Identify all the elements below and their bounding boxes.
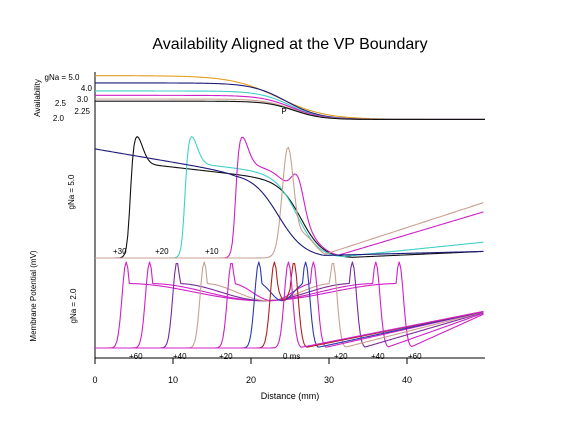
upper-potential-curve-1	[95, 136, 484, 259]
x-ticks: 0 10 20 30 40	[92, 358, 412, 385]
upper-time-labels: +30 +20 +10	[113, 247, 219, 256]
x-axis-label: Distance (mm)	[261, 391, 320, 401]
upper-potential-curve-3	[95, 146, 484, 259]
gna-label-5: gNa = 5.0	[45, 73, 80, 82]
upper-potential-curve-4	[94, 148, 484, 256]
availability-curve-5	[95, 100, 485, 120]
lower-potential-curve-1	[95, 261, 484, 349]
lower-potential-curve-4	[95, 261, 484, 349]
chart-title: Availability Aligned at the VP Boundary	[152, 36, 427, 53]
lower-time-60-right: +60	[408, 352, 422, 361]
x-tick-label-1: 10	[168, 375, 178, 385]
lower-time-20-right: +20	[334, 352, 348, 361]
gna-labels: gNa = 5.0 4.0 3.0 2.5 2.25 2.0	[45, 73, 93, 123]
time-label-10: +10	[205, 247, 219, 256]
x-tick-label-2: 20	[246, 375, 256, 385]
gna-label-4: 4.0	[81, 84, 93, 93]
lower-time-40-left: +40	[173, 352, 187, 361]
lower-gna-label: gNa = 2.0	[69, 288, 78, 323]
lower-potential-curve-6	[95, 261, 484, 349]
point-label: P	[281, 107, 286, 116]
x-tick-label-4: 40	[402, 375, 412, 385]
gna-label-3: 3.0	[77, 95, 89, 104]
lower-time-60-left: +60	[129, 352, 143, 361]
gna-label-2-5: 2.5	[55, 99, 67, 108]
lower-time-40-right: +40	[371, 352, 385, 361]
gna-label-2-0: 2.0	[53, 114, 65, 123]
time-label-20: +20	[155, 247, 169, 256]
x-tick-label-3: 30	[324, 375, 334, 385]
lower-time-labels: +60 +40 +20 0 ms +20 +40 +60	[129, 352, 422, 361]
x-tick-label-0: 0	[92, 375, 97, 385]
upper-potential-curve-2	[95, 136, 484, 259]
lower-potential-curve-2	[95, 261, 484, 349]
lower-potential-curve-5	[95, 261, 484, 349]
lower-time-20-left: +20	[219, 352, 233, 361]
lower-potential-curve-3	[95, 261, 484, 349]
upper-gna-label: gNa = 5.0	[67, 174, 76, 209]
availability-ylabel: Availability	[33, 79, 42, 117]
gna-label-2-25: 2.25	[74, 107, 90, 116]
curves	[94, 75, 485, 349]
membrane-ylabel: Membrane Potential (mV)	[29, 250, 38, 341]
lower-time-0: 0 ms	[283, 352, 300, 361]
time-label-30: +30	[113, 247, 127, 256]
lower-potential-curve-0	[95, 261, 484, 349]
availability-curve-0	[95, 75, 485, 120]
upper-potential-curve-0	[95, 136, 484, 259]
lower-potential-curve-7	[95, 261, 484, 349]
